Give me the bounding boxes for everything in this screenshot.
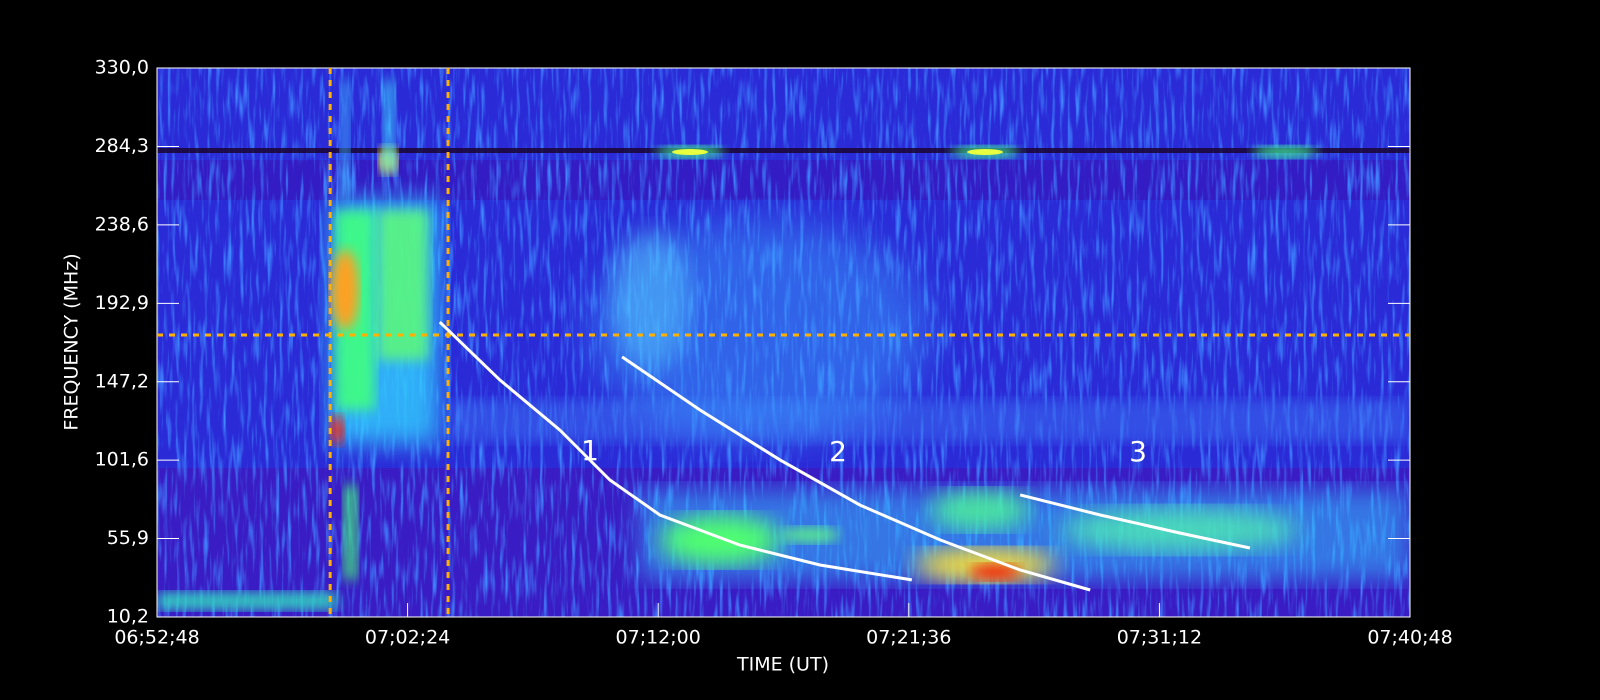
plot-frame [156,67,1411,618]
curve [438,321,913,582]
x-tick-label: 07;40;48 [1367,627,1452,649]
x-tick-label: 07;02;24 [365,627,450,649]
y-tick-label: 101,6 [95,449,149,471]
curve [1019,493,1251,550]
blob [672,149,708,155]
x-tick-label: 07;12;00 [616,627,701,649]
emission [780,527,840,543]
y-axis-label: FREQUENCY (MHz) [61,253,83,430]
burst [331,250,359,330]
burst [330,415,344,445]
burst [378,210,428,360]
y-tick-label: 238,6 [95,213,149,235]
x-tick-label: 06;52;48 [114,627,199,649]
y-tick-label: 284,3 [95,135,149,157]
band [450,400,1410,442]
diffuse [610,230,690,370]
y-tick-label: 55,9 [107,527,149,549]
dark-line [157,148,1410,153]
curve [621,355,1091,592]
y-tick-label: 147,2 [95,370,149,392]
blob [967,149,1003,155]
spectrogram [157,68,1410,617]
blob [1253,146,1317,158]
y-tick-label: 330,0 [95,57,149,79]
low-band [157,592,337,610]
burst [343,485,358,580]
x-tick-label: 07;21;36 [866,627,951,649]
y-tick-label: 192,9 [95,292,149,314]
curve-label: 1 [581,434,599,467]
x-axis-label: TIME (UT) [736,654,829,676]
x-tick-label: 07;31;12 [1117,627,1202,649]
burst [340,80,350,200]
burst [383,80,395,170]
y-tick-label: 10,2 [107,606,149,628]
emission [970,564,1020,580]
curve-label: 3 [1129,435,1147,468]
curve-label: 2 [829,435,847,468]
emission [930,490,1030,530]
